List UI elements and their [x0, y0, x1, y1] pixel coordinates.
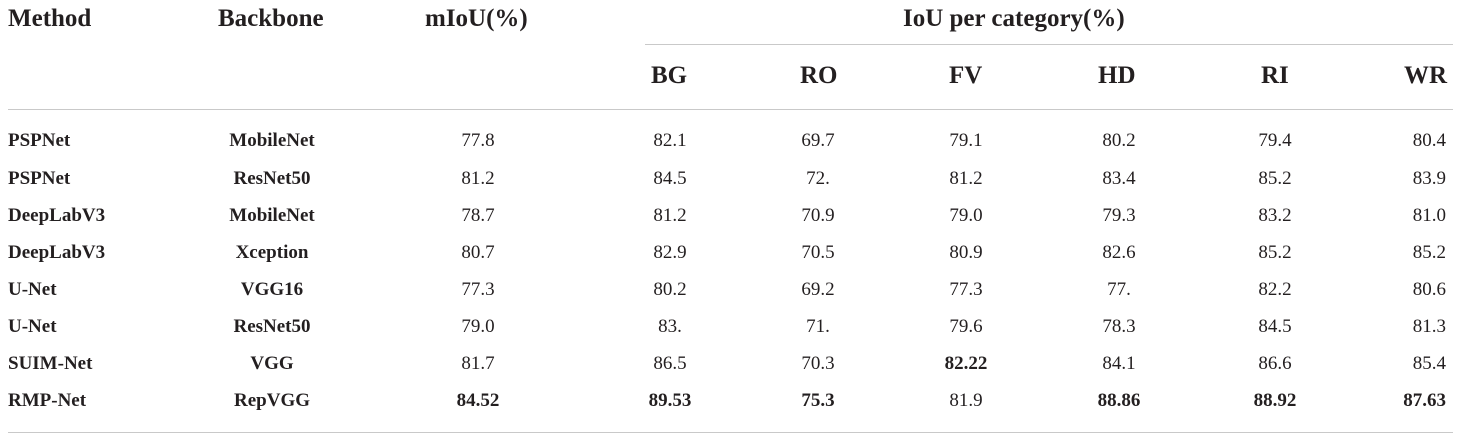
iou-wr-cell: 80.6: [1412, 279, 1446, 300]
header-miou: mIoU(%): [425, 5, 528, 32]
iou-ro-cell: 69.7: [801, 130, 835, 151]
iou-ri-cell: 88.92: [1253, 390, 1297, 411]
miou-cell: 80.7: [461, 242, 495, 263]
miou-cell: 81.2: [461, 168, 495, 189]
miou-cell: 84.52: [456, 390, 500, 411]
iou-wr-cell: 81.0: [1412, 205, 1446, 226]
method-cell: PSPNet: [8, 130, 71, 151]
iou-bg-cell: 83.: [658, 316, 682, 337]
iou-bg-cell: 86.5: [653, 353, 687, 374]
iou-hd-cell: 79.3: [1102, 205, 1136, 226]
iou-ro-cell: 72.: [806, 168, 830, 189]
iou-fv-cell: 79.0: [949, 205, 983, 226]
iou-fv-cell: 81.2: [949, 168, 983, 189]
header-ri: RI: [1261, 62, 1289, 89]
header-backbone: Backbone: [218, 5, 324, 32]
iou-ro-cell: 70.9: [801, 205, 835, 226]
iou-fv-cell: 82.22: [944, 353, 988, 374]
table-row: U-Net ResNet50 79.0 83. 71. 79.6 78.3 84.5 81.3: [0, 312, 1460, 342]
backbone-cell: VGG16: [240, 279, 304, 300]
header-bottom-rule: [8, 109, 1453, 110]
iou-ro-cell: 70.5: [801, 242, 835, 263]
iou-hd-cell: 80.2: [1102, 130, 1136, 151]
table-row: PSPNet MobileNet 77.8 82.1 69.7 79.1 80.2 79.4 8…: [0, 126, 1460, 156]
iou-ro-cell: 75.3: [801, 390, 835, 411]
backbone-cell: RepVGG: [234, 390, 310, 411]
iou-fv-cell: 80.9: [949, 242, 983, 263]
miou-cell: 78.7: [461, 205, 495, 226]
iou-ri-cell: 86.6: [1258, 353, 1292, 374]
method-cell: RMP-Net: [8, 390, 87, 411]
iou-ri-cell: 85.2: [1258, 242, 1292, 263]
iou-ri-cell: 79.4: [1258, 130, 1292, 151]
table-row: PSPNet ResNet50 81.2 84.5 72. 81.2 83.4 85.2 83.…: [0, 164, 1460, 194]
miou-cell: 77.3: [461, 279, 495, 300]
method-cell: DeepLabV3: [8, 242, 106, 263]
method-cell: U-Net: [8, 316, 57, 337]
header-method: Method: [8, 5, 92, 32]
backbone-cell: MobileNet: [229, 130, 315, 151]
method-cell: U-Net: [8, 279, 57, 300]
iou-hd-cell: 84.1: [1102, 353, 1136, 374]
miou-cell: 81.7: [461, 353, 495, 374]
iou-hd-cell: 82.6: [1102, 242, 1136, 263]
iou-wr-cell: 85.2: [1412, 242, 1446, 263]
table-row: U-Net VGG16 77.3 80.2 69.2 77.3 77. 82.2 80.6: [0, 275, 1460, 305]
header-bg: BG: [651, 62, 688, 89]
iou-hd-cell: 78.3: [1102, 316, 1136, 337]
iou-wr-cell: 80.4: [1412, 130, 1446, 151]
header-hd: HD: [1098, 62, 1136, 89]
header-ro: RO: [800, 62, 838, 89]
iou-wr-cell: 81.3: [1412, 316, 1446, 337]
iou-fv-cell: 79.1: [949, 130, 983, 151]
header-group-rule: [645, 44, 1453, 45]
backbone-cell: MobileNet: [229, 205, 315, 226]
iou-hd-cell: 77.: [1107, 279, 1131, 300]
header-fv: FV: [949, 62, 983, 89]
iou-bg-cell: 84.5: [653, 168, 687, 189]
header-iou-per-category: IoU per category(%): [903, 5, 1125, 32]
iou-ro-cell: 70.3: [801, 353, 835, 374]
iou-hd-cell: 83.4: [1102, 168, 1136, 189]
method-cell: DeepLabV3: [8, 205, 106, 226]
iou-fv-cell: 81.9: [949, 390, 983, 411]
iou-ro-cell: 71.: [806, 316, 830, 337]
backbone-cell: ResNet50: [233, 168, 311, 189]
iou-fv-cell: 77.3: [949, 279, 983, 300]
iou-ri-cell: 84.5: [1258, 316, 1292, 337]
table-row: SUIM-Net VGG 81.7 86.5 70.3 82.22 84.1 86.6 85.4: [0, 349, 1460, 379]
iou-bg-cell: 80.2: [653, 279, 687, 300]
miou-cell: 79.0: [461, 316, 495, 337]
iou-wr-cell: 87.63: [1403, 390, 1446, 411]
iou-hd-cell: 88.86: [1097, 390, 1141, 411]
table-row: RMP-Net RepVGG 84.52 89.53 75.3 81.9 88.86 88.9…: [0, 386, 1460, 416]
table-row: DeepLabV3 MobileNet 78.7 81.2 70.9 79.0 79.3 83…: [0, 201, 1460, 231]
iou-ro-cell: 69.2: [801, 279, 835, 300]
method-cell: SUIM-Net: [8, 353, 93, 374]
iou-bg-cell: 81.2: [653, 205, 687, 226]
iou-ri-cell: 82.2: [1258, 279, 1292, 300]
miou-cell: 77.8: [461, 130, 495, 151]
iou-bg-cell: 82.9: [653, 242, 687, 263]
backbone-cell: Xception: [235, 242, 309, 263]
iou-wr-cell: 83.9: [1412, 168, 1446, 189]
iou-ri-cell: 83.2: [1258, 205, 1292, 226]
iou-ri-cell: 85.2: [1258, 168, 1292, 189]
iou-wr-cell: 85.4: [1412, 353, 1446, 374]
table-bottom-rule: [8, 432, 1453, 433]
method-cell: PSPNet: [8, 168, 71, 189]
backbone-cell: ResNet50: [233, 316, 311, 337]
header-wr: WR: [1404, 62, 1448, 89]
iou-bg-cell: 89.53: [648, 390, 692, 411]
backbone-cell: VGG: [250, 353, 294, 374]
table-row: DeepLabV3 Xception 80.7 82.9 70.5 80.9 82.6 85.…: [0, 238, 1460, 268]
iou-fv-cell: 79.6: [949, 316, 983, 337]
iou-bg-cell: 82.1: [653, 130, 687, 151]
